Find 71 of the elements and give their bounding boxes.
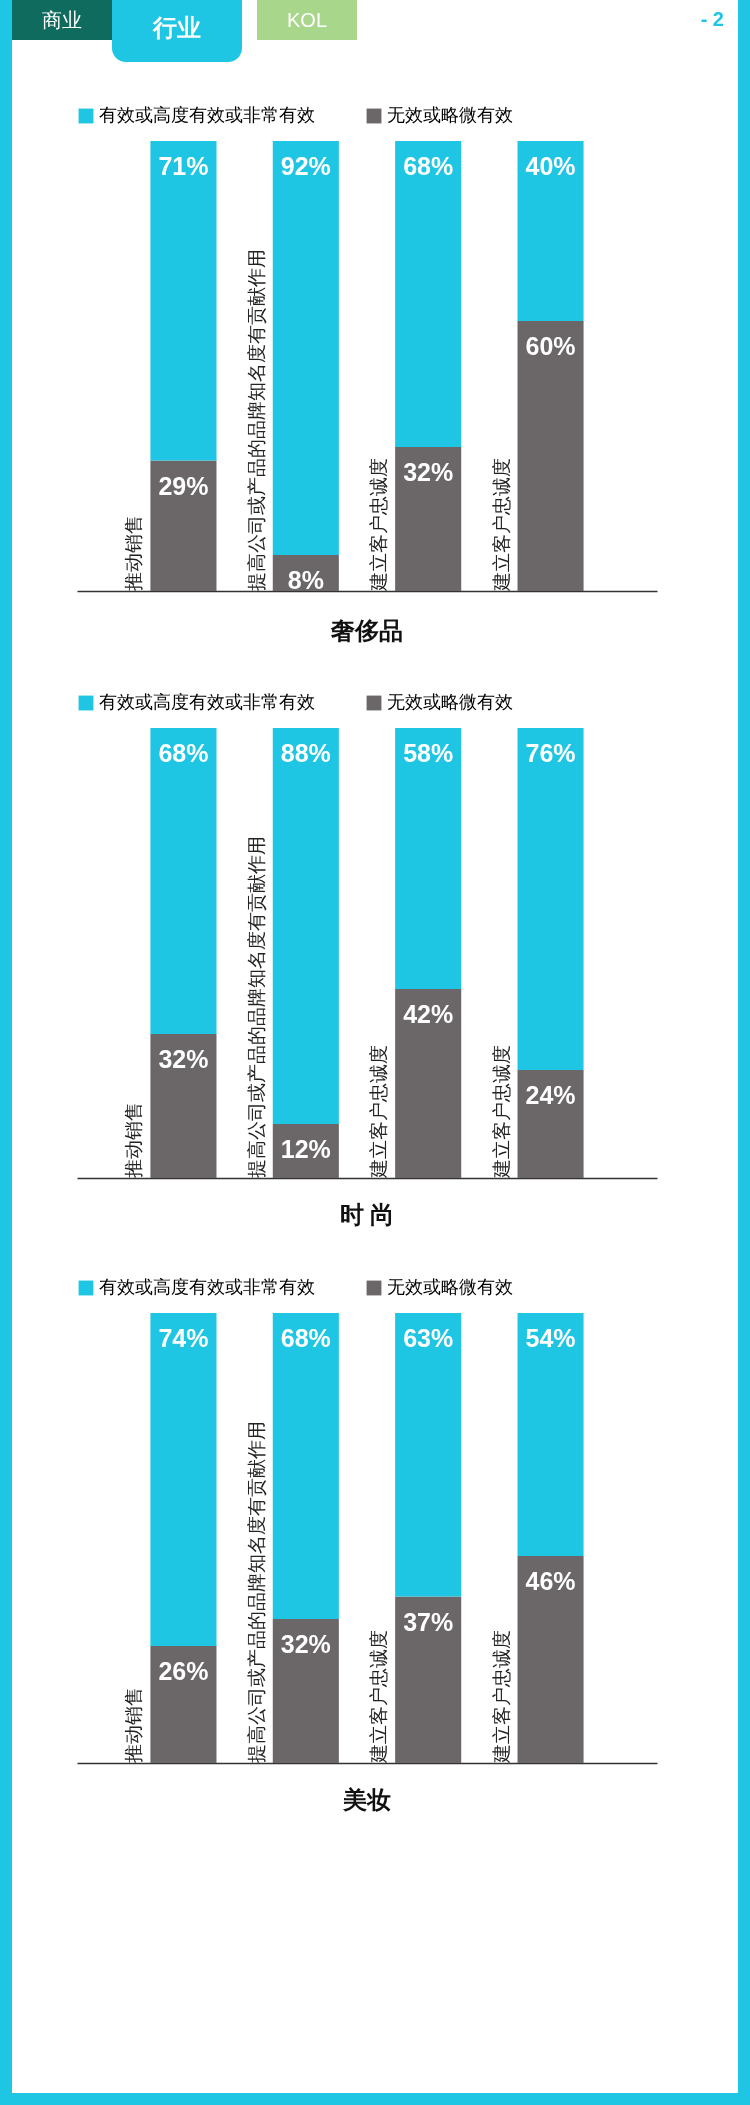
data-label: 60% [525, 332, 576, 360]
bar [150, 1646, 217, 1763]
text: 奢侈品 [330, 617, 403, 644]
data-label: 76% [525, 739, 576, 767]
bar [150, 728, 217, 1034]
x-tick-label: 建立客户忠诚度 [490, 1045, 512, 1179]
bar [395, 728, 462, 989]
data-label: 68% [403, 152, 454, 180]
data-label: 12% [280, 1135, 331, 1163]
bar [272, 728, 339, 1124]
data-label: 24% [525, 1081, 576, 1109]
legend-label: 有效或高度有效或非常有效 [99, 105, 315, 125]
bar [150, 1313, 217, 1646]
bar [517, 728, 584, 1070]
bar [272, 1619, 339, 1763]
bar [150, 1034, 217, 1178]
x-tick-label: 提高公司或产品的品牌知名度有贡献作用 [245, 836, 267, 1178]
data-label: 46% [525, 1567, 576, 1595]
bar [517, 1556, 584, 1763]
data-label: 40% [525, 152, 576, 180]
bar [150, 460, 217, 591]
bar [150, 141, 217, 461]
bar [517, 1313, 584, 1556]
data-label: 58% [403, 739, 454, 767]
bar [272, 141, 339, 555]
text: - 2 [700, 8, 724, 31]
bar [517, 321, 584, 591]
data-label: 71% [158, 152, 209, 180]
text: 行业 [112, 0, 242, 62]
x-tick-label: 推动销售 [123, 515, 145, 591]
data-label: 68% [280, 1324, 331, 1352]
data-label: 26% [158, 1657, 209, 1685]
data-label: 74% [158, 1324, 209, 1352]
legend-label: 无效或略微有效 [387, 105, 513, 125]
data-label: 68% [158, 739, 209, 767]
bar [395, 1596, 462, 1763]
x-tick-label: 建立客户忠诚度 [368, 458, 390, 592]
data-label: 37% [403, 1607, 454, 1636]
x-tick-label: 推动销售 [123, 1102, 145, 1178]
data-label: 92% [280, 152, 331, 180]
text: 商业 [12, 0, 112, 40]
legend-label: 有效或高度有效或非常有效 [99, 1277, 315, 1297]
data-label: 32% [158, 1045, 209, 1073]
x-tick-label: 建立客户忠诚度 [368, 1045, 390, 1179]
data-label: 32% [280, 1630, 331, 1658]
text: 美妆 [342, 1786, 391, 1813]
data-label: 42% [403, 1000, 454, 1028]
legend-label: 有效或高度有效或非常有效 [99, 692, 315, 712]
bar [395, 1313, 462, 1597]
data-label: 88% [280, 739, 331, 767]
data-label: 54% [525, 1324, 576, 1352]
bar [395, 141, 462, 447]
x-tick-label: 建立客户忠诚度 [368, 1630, 390, 1764]
text: 时 尚 [339, 1201, 395, 1228]
text: KOL [257, 0, 357, 40]
x-tick-label: 建立客户忠诚度 [490, 458, 512, 592]
x-tick-label: 推动销售 [123, 1687, 145, 1763]
x-tick-label: 建立客户忠诚度 [490, 1630, 512, 1764]
bar [517, 1070, 584, 1178]
x-tick-label: 提高公司或产品的品牌知名度有贡献作用 [245, 1421, 267, 1763]
x-tick-label: 提高公司或产品的品牌知名度有贡献作用 [245, 249, 267, 591]
data-label: 63% [403, 1324, 454, 1352]
legend-label: 无效或略微有效 [387, 1277, 513, 1297]
data-label: 8% [287, 566, 324, 594]
legend-label: 无效或略微有效 [387, 692, 513, 712]
bar [395, 989, 462, 1178]
bar [395, 447, 462, 591]
bar [517, 141, 584, 321]
bar [272, 1313, 339, 1619]
data-label: 32% [403, 458, 454, 486]
data-label: 29% [158, 471, 209, 500]
